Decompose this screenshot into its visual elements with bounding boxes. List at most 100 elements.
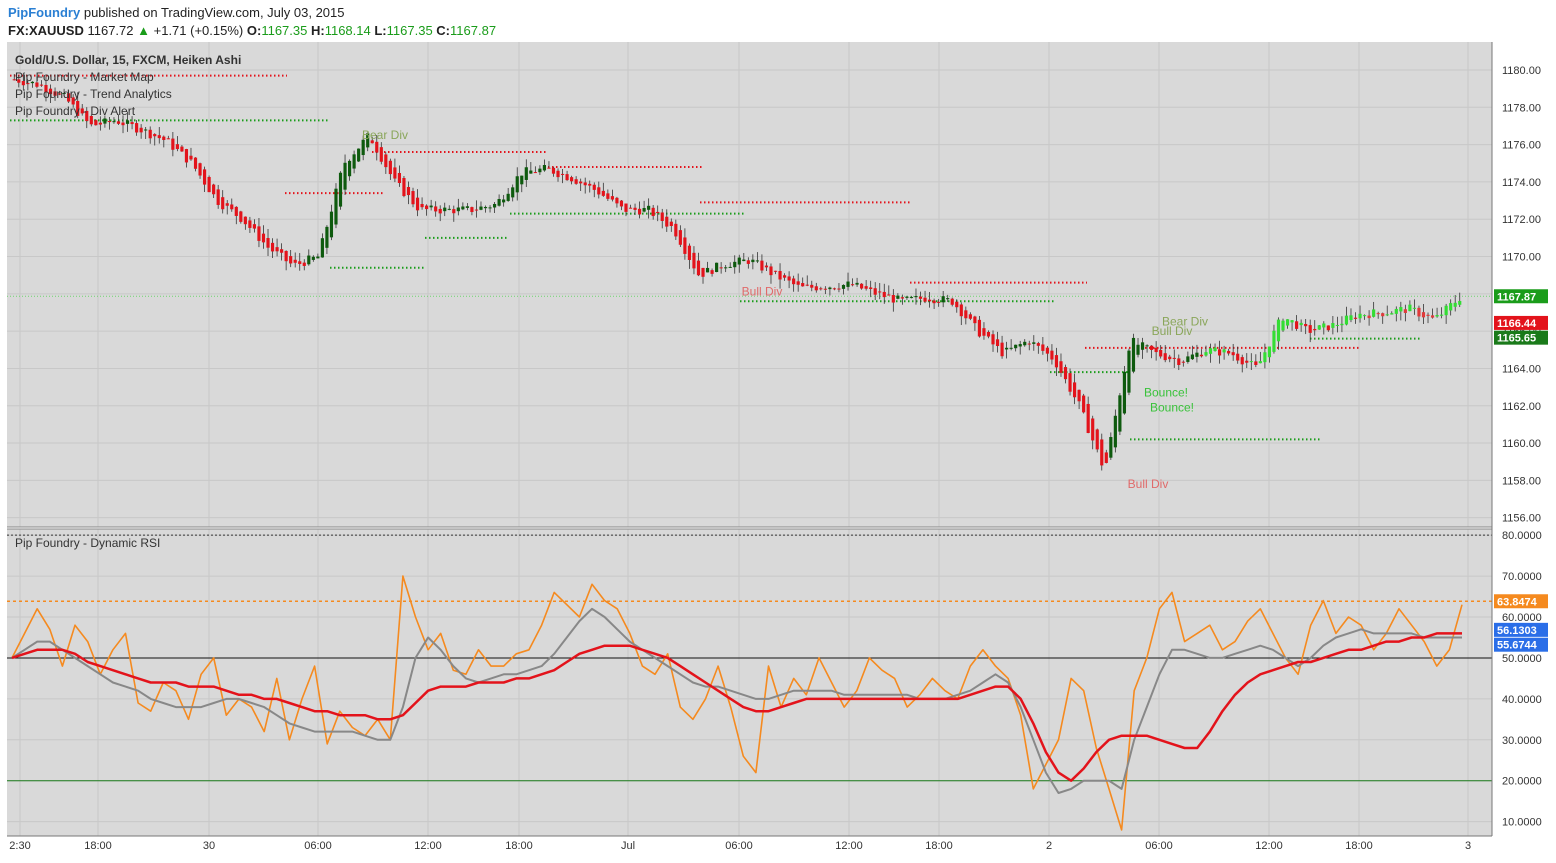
candle-body bbox=[1331, 323, 1335, 328]
candle-body bbox=[1231, 352, 1235, 356]
low-value: 1167.35 bbox=[386, 23, 433, 38]
publish-line: PipFoundry published on TradingView.com,… bbox=[8, 5, 345, 20]
candle-body bbox=[1385, 314, 1389, 316]
candle-body bbox=[48, 88, 53, 95]
chart-area[interactable]: 1156.00 1158.00 1160.00 1162.00 1164.00 1166.… bbox=[0, 42, 1556, 863]
divergence-annotation: Bull Div bbox=[1128, 477, 1169, 491]
price-tick-label: 1160.00 bbox=[1502, 438, 1541, 450]
x-tick-label: 18:00 bbox=[505, 840, 533, 852]
price-tick-label: 1164.00 bbox=[1502, 363, 1541, 375]
candle-body bbox=[1000, 342, 1004, 357]
divergence-annotation: Bear Div bbox=[362, 128, 408, 142]
candle-body bbox=[773, 270, 778, 272]
candle-body bbox=[1140, 342, 1145, 350]
candle-body bbox=[474, 209, 479, 211]
candle-body bbox=[1417, 307, 1421, 317]
candle-body bbox=[900, 297, 904, 299]
candle-body bbox=[1358, 313, 1362, 319]
candle-body bbox=[1281, 320, 1285, 331]
candle-body bbox=[320, 238, 324, 258]
divergence-annotation: Bounce! bbox=[1144, 385, 1188, 399]
publisher-link[interactable]: PipFoundry bbox=[8, 5, 81, 20]
candle-body bbox=[719, 267, 723, 269]
candle-body bbox=[995, 339, 1000, 347]
candle-body bbox=[1449, 303, 1453, 311]
candle-body bbox=[311, 256, 315, 260]
candle-body bbox=[1313, 328, 1317, 331]
price-tick-label: 1158.00 bbox=[1502, 475, 1541, 487]
candle-body bbox=[669, 221, 673, 227]
candle-body bbox=[80, 108, 84, 114]
price-tick-label: 1156.00 bbox=[1502, 513, 1541, 525]
candle-body bbox=[778, 271, 782, 280]
candle-body bbox=[17, 79, 21, 83]
candle-body bbox=[148, 129, 152, 139]
level-lines bbox=[7, 74, 1492, 441]
candle-body bbox=[139, 127, 143, 133]
candle-body bbox=[234, 206, 238, 216]
candle-body bbox=[651, 207, 655, 217]
candle-body bbox=[497, 199, 501, 206]
x-tick-label: Jul bbox=[621, 840, 635, 852]
candle-body bbox=[977, 319, 982, 337]
low-label: L: bbox=[374, 23, 387, 38]
indicator-label[interactable]: Pip Foundry - Market Map bbox=[15, 70, 154, 84]
candle-body bbox=[1245, 360, 1249, 363]
candle-body bbox=[1208, 348, 1213, 354]
indicator-label[interactable]: Pip Foundry - Trend Analytics bbox=[15, 87, 172, 101]
candle-body bbox=[307, 255, 311, 265]
candle-body bbox=[601, 190, 605, 196]
candle-body bbox=[415, 197, 420, 211]
divergence-annotation: Bull Div bbox=[742, 285, 783, 299]
candle-body bbox=[1254, 361, 1258, 365]
candle-body bbox=[302, 262, 306, 266]
candle-body bbox=[982, 328, 986, 336]
candle-body bbox=[162, 136, 166, 140]
indicator-label[interactable]: Pip Foundry - Div Alert bbox=[15, 104, 136, 118]
candle-body bbox=[1014, 344, 1018, 349]
candle-body bbox=[823, 288, 827, 290]
candle-body bbox=[764, 265, 769, 268]
candle-body bbox=[1240, 357, 1244, 365]
candle-body bbox=[751, 259, 755, 263]
candle-body bbox=[1335, 324, 1339, 326]
candle-body bbox=[701, 267, 705, 277]
candle-body bbox=[67, 93, 71, 102]
price-tick-label: 1176.00 bbox=[1502, 140, 1541, 152]
candle-body bbox=[615, 197, 619, 204]
candle-body bbox=[1027, 343, 1031, 345]
candle-body bbox=[724, 267, 728, 269]
candle-body bbox=[425, 205, 429, 210]
candle-body bbox=[275, 247, 279, 252]
candle-body bbox=[198, 163, 202, 176]
candle-body bbox=[452, 209, 456, 214]
x-tick-label: 12:00 bbox=[835, 840, 863, 852]
x-tick-label: 2:30 bbox=[9, 840, 30, 852]
candle-body bbox=[53, 91, 57, 96]
candle-body bbox=[1304, 323, 1308, 327]
candle-body bbox=[964, 310, 968, 319]
candle-body bbox=[1390, 313, 1394, 315]
candle-body bbox=[1227, 350, 1231, 354]
candle-body bbox=[1036, 343, 1040, 346]
candle-body bbox=[533, 172, 537, 174]
candle-body bbox=[1453, 302, 1457, 307]
candle-body bbox=[832, 288, 837, 290]
candle-body bbox=[1435, 315, 1439, 317]
candle-body bbox=[1458, 300, 1462, 305]
candle-body bbox=[230, 204, 234, 210]
candle-body bbox=[1263, 352, 1267, 363]
candle-body bbox=[438, 208, 442, 214]
rsi-tick-label: 20.0000 bbox=[1502, 776, 1542, 788]
candle-body bbox=[674, 223, 678, 237]
candle-body bbox=[406, 187, 411, 196]
candle-body bbox=[1150, 345, 1154, 350]
candle-body bbox=[470, 207, 474, 213]
candle-body bbox=[1050, 350, 1054, 360]
rsi-pane-title[interactable]: Pip Foundry - Dynamic RSI bbox=[15, 536, 160, 550]
candle-body bbox=[923, 297, 927, 302]
candle-body bbox=[1412, 307, 1417, 309]
candle-body bbox=[1217, 349, 1222, 356]
candle-body bbox=[819, 288, 823, 290]
candle-body bbox=[116, 121, 121, 124]
